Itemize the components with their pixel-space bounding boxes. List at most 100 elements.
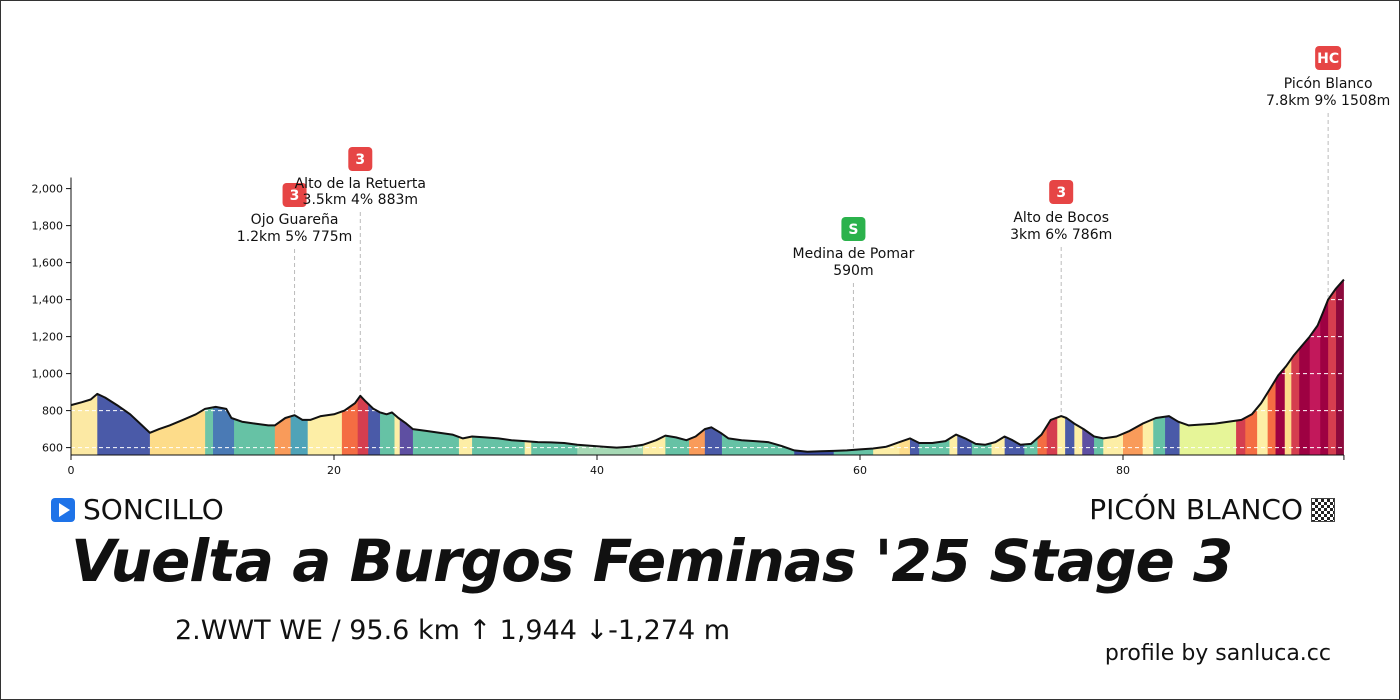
gradient-band <box>1236 279 1246 455</box>
climb-category-badge <box>1049 180 1074 204</box>
gradient-band <box>991 279 1006 455</box>
gradient-band <box>949 279 958 455</box>
gradient-band <box>290 279 309 455</box>
climb-category-badge <box>348 147 373 171</box>
x-tick-label: 0 <box>68 464 75 477</box>
gradient-band <box>97 279 151 455</box>
gradient-band <box>524 279 532 455</box>
climb-category-badge <box>282 183 307 207</box>
gradient-band <box>394 279 401 455</box>
gradient-band <box>1309 279 1321 455</box>
x-tick-label: 20 <box>327 464 341 477</box>
start-label: SONCILLO <box>83 493 224 526</box>
gradient-band <box>1320 279 1329 455</box>
y-tick-label: 1,600 <box>32 257 64 270</box>
gradient-band <box>399 279 414 455</box>
gradient-band <box>1245 279 1258 455</box>
gradient-band <box>1153 279 1166 455</box>
gradient-band <box>472 279 526 455</box>
y-tick-label: 800 <box>42 405 63 418</box>
gradient-band <box>643 279 666 455</box>
gradient-band <box>1142 279 1154 455</box>
x-tick-label: 80 <box>1116 464 1130 477</box>
gradient-band <box>919 279 950 455</box>
gradient-band <box>1074 279 1083 455</box>
gradient-band <box>577 279 611 455</box>
gradient-band <box>1201 279 1223 455</box>
gradient-band <box>412 279 460 455</box>
start-location: SONCILLO <box>51 493 224 526</box>
gradient-band <box>1037 279 1048 455</box>
x-tick-label: 60 <box>853 464 867 477</box>
gradient-band <box>458 279 473 455</box>
stage-title: Vuelta a Burgos Feminas '25 Stage 3 <box>71 527 1233 595</box>
y-tick-label: 1,800 <box>32 220 64 233</box>
gradient-band <box>205 279 214 455</box>
y-tick-label: 1,200 <box>32 331 64 344</box>
stage-meta: 2.WWT WE / 95.6 km ↑ 1,944 ↓-1,274 m <box>175 615 731 646</box>
climb-info: 3km 6% 786m <box>1010 227 1112 243</box>
gradient-band <box>1221 279 1237 455</box>
gradient-band <box>1123 279 1144 455</box>
climb-name: Medina de Pomar <box>793 246 915 262</box>
gradient-bands <box>71 279 1344 455</box>
credit-text: profile by sanluca.cc <box>1104 641 1331 666</box>
gradient-band <box>357 279 369 455</box>
gradient-band <box>1103 279 1124 455</box>
elevation-chart: 600 800 1,000 1,200 1,400 1,600 1,800 2,000 0 20 4… <box>32 46 1390 477</box>
finish-location: PICÓN BLANCO <box>1089 493 1335 526</box>
gradient-band <box>689 279 706 455</box>
gradient-band <box>1179 279 1203 455</box>
climb-info: 590m <box>833 263 873 279</box>
gradient-band <box>610 279 644 455</box>
gradient-band <box>1004 279 1025 455</box>
climb-category-label: 3 <box>290 188 300 204</box>
climb-name: Ojo Guareña <box>251 212 339 228</box>
gradient-band <box>767 279 795 455</box>
gradient-band <box>274 279 292 455</box>
climb-category-label: 3 <box>1056 185 1066 201</box>
finish-label: PICÓN BLANCO <box>1089 493 1303 526</box>
gradient-band <box>1336 279 1344 455</box>
gradient-band <box>1291 279 1300 455</box>
gradient-band <box>213 279 235 455</box>
x-tick-label: 40 <box>590 464 604 477</box>
climb-info: 7.8km 9% 1508m <box>1266 93 1390 109</box>
climb-name: Picón Blanco <box>1284 76 1373 92</box>
gradient-band <box>1299 279 1311 455</box>
gradient-band <box>149 279 206 455</box>
gradient-band <box>721 279 769 455</box>
climb-category-badge <box>1315 46 1342 70</box>
gradient-band <box>1165 279 1180 455</box>
gradient-band <box>341 279 359 455</box>
gradient-band <box>1024 279 1038 455</box>
gradient-band <box>368 279 381 455</box>
y-tick-label: 1,400 <box>32 294 64 307</box>
gradient-band <box>380 279 395 455</box>
gradient-band <box>1094 279 1104 455</box>
play-icon <box>51 497 75 522</box>
gradient-band <box>234 279 276 455</box>
gradient-band <box>1082 279 1095 455</box>
profile-outline <box>70 278 1345 453</box>
checkered-flag-icon <box>1311 497 1335 522</box>
y-tick-label: 600 <box>42 442 63 455</box>
gradient-band <box>71 279 98 455</box>
climb-name: Alto de la Retuerta <box>295 176 426 192</box>
climb-category-label: HC <box>1317 51 1339 67</box>
y-tick-label: 1,000 <box>32 368 64 381</box>
gradient-band <box>531 279 578 455</box>
climb-category-label: S <box>848 222 858 238</box>
climb-info: 1.2km 5% 775m <box>237 229 352 245</box>
y-tick-label: 2,000 <box>32 183 64 196</box>
gradient-band <box>957 279 973 455</box>
gradient-band <box>665 279 690 455</box>
gradient-band <box>307 279 343 455</box>
gradient-band <box>1328 279 1337 455</box>
gradient-band <box>1046 279 1058 455</box>
gradient-band <box>1284 279 1292 455</box>
gradient-band <box>971 279 992 455</box>
climb-category-label: 3 <box>355 152 365 168</box>
climb-category-badge <box>841 217 866 241</box>
